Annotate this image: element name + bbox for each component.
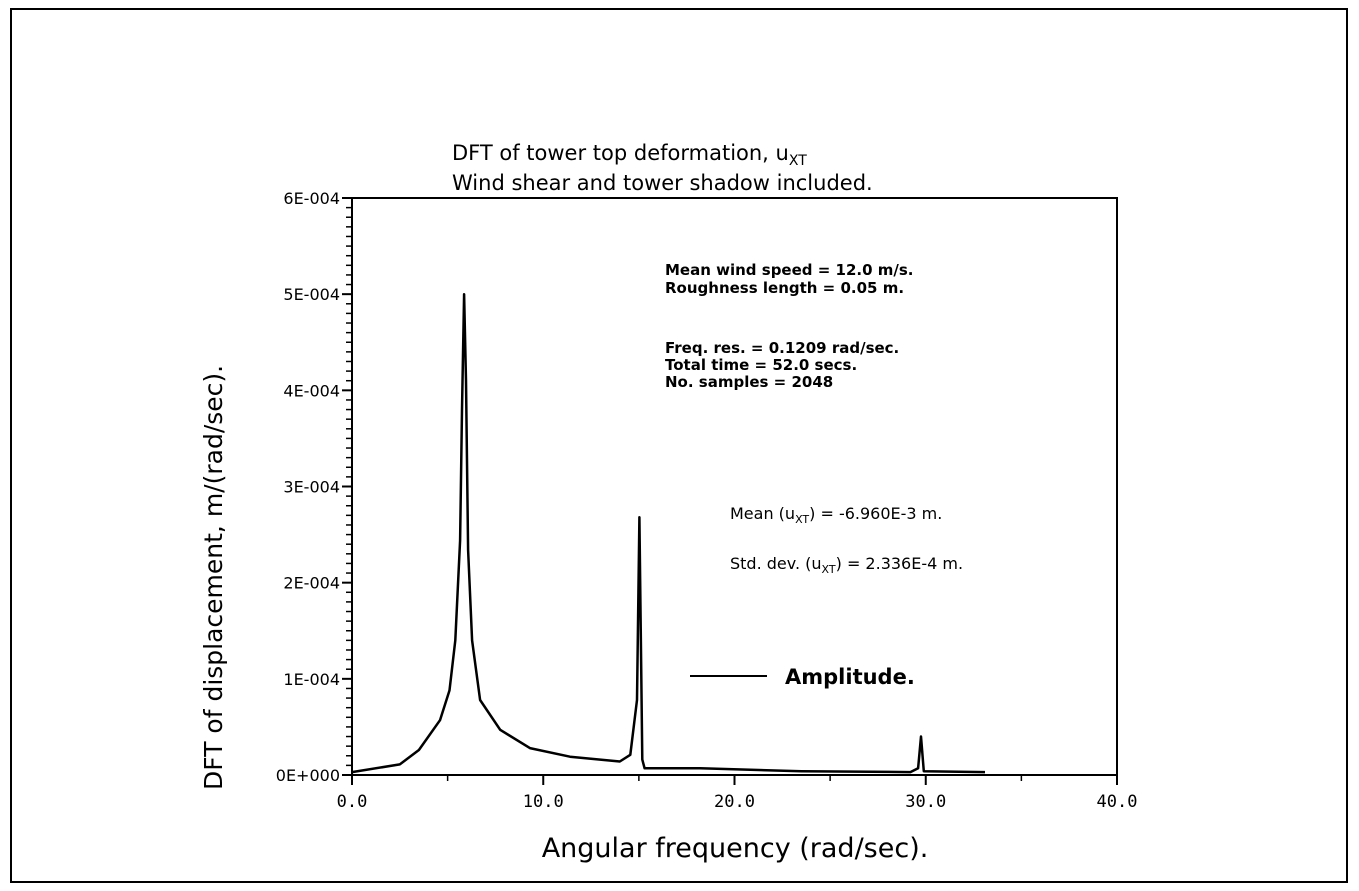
x-tick-label: 40.0	[1097, 792, 1138, 812]
chart-title: DFT of tower top deformation, uXT	[452, 141, 807, 169]
x-tick-label: 30.0	[905, 792, 946, 812]
page-border	[10, 8, 1348, 883]
y-axis-label: DFT of displacement, m/(rad/sec).	[199, 365, 228, 790]
annotation-mean-wind: Mean wind speed = 12.0 m/s.	[665, 261, 914, 279]
series-line-amplitude	[351, 292, 986, 774]
annotation-samples: No. samples = 2048	[665, 373, 833, 391]
x-axis-label: Angular frequency (rad/sec).	[542, 833, 929, 864]
y-tick-label: 1E-004	[283, 670, 340, 689]
legend-label-amplitude: Amplitude.	[785, 665, 915, 689]
annotation-sampling: Freq. res. = 0.1209 rad/sec. Total time …	[665, 339, 899, 391]
y-tick-label: 3E-004	[283, 478, 340, 497]
y-tick-label: 4E-004	[283, 381, 340, 400]
legend: Amplitude.	[690, 665, 915, 689]
annotation-total-time: Total time = 52.0 secs.	[665, 356, 857, 374]
annotation-roughness: Roughness length = 0.05 m.	[665, 279, 904, 297]
annotation-std: Std. dev. (uXT) = 2.336E-4 m.	[730, 554, 963, 576]
annotation-mean: Mean (uXT) = -6.960E-3 m.	[730, 504, 942, 526]
annotation-freq-res: Freq. res. = 0.1209 rad/sec.	[665, 339, 899, 357]
x-tick-label: 10.0	[523, 792, 564, 812]
x-tick-label: 20.0	[714, 792, 755, 812]
y-tick-label: 2E-004	[283, 574, 340, 593]
annotation-wind: Mean wind speed = 12.0 m/s. Roughness le…	[665, 261, 914, 297]
y-tick-label: 0E+000	[276, 766, 340, 785]
y-tick-label: 6E-004	[283, 189, 340, 208]
x-tick-label: 0.0	[337, 792, 368, 812]
chart-subtitle: Wind shear and tower shadow included.	[452, 171, 873, 195]
y-tick-label: 5E-004	[283, 285, 340, 304]
